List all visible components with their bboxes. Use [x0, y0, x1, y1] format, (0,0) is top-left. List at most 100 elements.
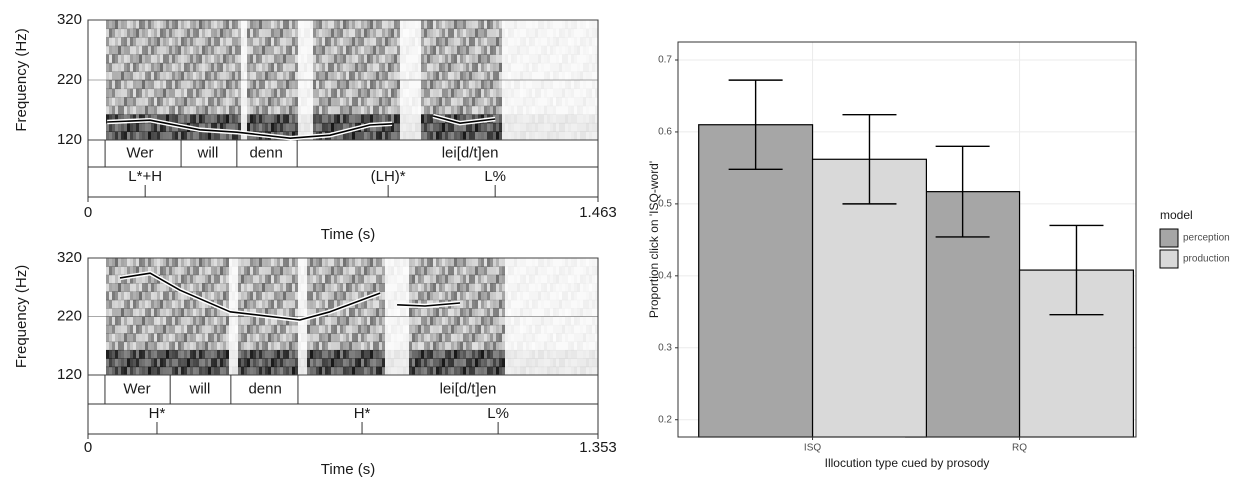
texture-cell — [298, 80, 301, 89]
texture-cell — [541, 37, 544, 46]
texture-cell — [586, 46, 589, 55]
texture-cell — [124, 350, 127, 359]
texture-cell — [169, 300, 172, 309]
texture-cell — [148, 97, 151, 106]
texture-cell — [511, 80, 514, 89]
texture-cell — [178, 37, 181, 46]
texture-cell — [445, 89, 448, 98]
texture-cell — [442, 367, 445, 376]
texture-cell — [499, 131, 502, 140]
texture-cell — [412, 308, 415, 317]
texture-cell — [406, 350, 409, 359]
texture-cell — [409, 308, 412, 317]
texture-cell — [382, 54, 385, 63]
texture-cell — [571, 342, 574, 351]
texture-cell — [313, 266, 316, 275]
texture-cell — [373, 54, 376, 63]
texture-cell — [172, 358, 175, 367]
texture-cell — [463, 20, 466, 29]
texture-cell — [265, 89, 268, 98]
texture-cell — [427, 46, 430, 55]
texture-cell — [124, 123, 127, 132]
texture-cell — [208, 63, 211, 72]
texture-cell — [484, 367, 487, 376]
texture-cell — [208, 367, 211, 376]
texture-cell — [316, 258, 319, 267]
texture-cell — [199, 80, 202, 89]
texture-cell — [418, 114, 421, 123]
texture-cell — [190, 80, 193, 89]
texture-cell — [496, 358, 499, 367]
texture-cell — [109, 54, 112, 63]
texture-cell — [571, 37, 574, 46]
texture-cell — [505, 20, 508, 29]
texture-cell — [427, 97, 430, 106]
texture-cell — [136, 367, 139, 376]
texture-cell — [493, 308, 496, 317]
texture-cell — [400, 114, 403, 123]
texture-cell — [445, 37, 448, 46]
texture-cell — [544, 131, 547, 140]
texture-cell — [421, 80, 424, 89]
texture-cell — [112, 131, 115, 140]
texture-cell — [205, 317, 208, 326]
texture-cell — [187, 80, 190, 89]
texture-cell — [454, 131, 457, 140]
texture-cell — [187, 333, 190, 342]
texture-cell — [259, 71, 262, 80]
texture-cell — [451, 258, 454, 267]
texture-cell — [379, 97, 382, 106]
texture-cell — [445, 291, 448, 300]
texture-cell — [217, 367, 220, 376]
texture-cell — [184, 46, 187, 55]
texture-cell — [508, 46, 511, 55]
texture-cell — [241, 325, 244, 334]
texture-cell — [556, 258, 559, 267]
texture-cell — [187, 89, 190, 98]
texture-cell — [262, 333, 265, 342]
texture-cell — [505, 80, 508, 89]
texture-cell — [334, 97, 337, 106]
texture-cell — [304, 275, 307, 284]
texture-cell — [214, 37, 217, 46]
texture-cell — [583, 29, 586, 38]
texture-cell — [472, 80, 475, 89]
texture-cell — [427, 20, 430, 29]
texture-cell — [142, 29, 145, 38]
texture-cell — [106, 89, 109, 98]
texture-cell — [157, 333, 160, 342]
texture-cell — [526, 367, 529, 376]
texture-cell — [481, 342, 484, 351]
texture-cell — [292, 106, 295, 115]
texture-cell — [538, 54, 541, 63]
texture-cell — [448, 63, 451, 72]
texture-cell — [250, 350, 253, 359]
texture-cell — [328, 89, 331, 98]
texture-cell — [541, 29, 544, 38]
texture-cell — [277, 333, 280, 342]
texture-cell — [427, 367, 430, 376]
texture-cell — [271, 80, 274, 89]
texture-cell — [532, 123, 535, 132]
texture-cell — [106, 350, 109, 359]
texture-cell — [262, 123, 265, 132]
texture-cell — [466, 71, 469, 80]
texture-cell — [370, 114, 373, 123]
texture-cell — [202, 258, 205, 267]
texture-cell — [259, 97, 262, 106]
texture-cell — [538, 367, 541, 376]
texture-cell — [142, 317, 145, 326]
texture-cell — [262, 350, 265, 359]
texture-cell — [124, 89, 127, 98]
texture-cell — [466, 80, 469, 89]
texture-cell — [163, 97, 166, 106]
texture-cell — [376, 106, 379, 115]
texture-cell — [259, 358, 262, 367]
texture-cell — [370, 275, 373, 284]
texture-cell — [445, 317, 448, 326]
texture-cell — [295, 275, 298, 284]
texture-cell — [139, 20, 142, 29]
texture-cell — [508, 358, 511, 367]
texture-cell — [586, 131, 589, 140]
texture-cell — [439, 308, 442, 317]
